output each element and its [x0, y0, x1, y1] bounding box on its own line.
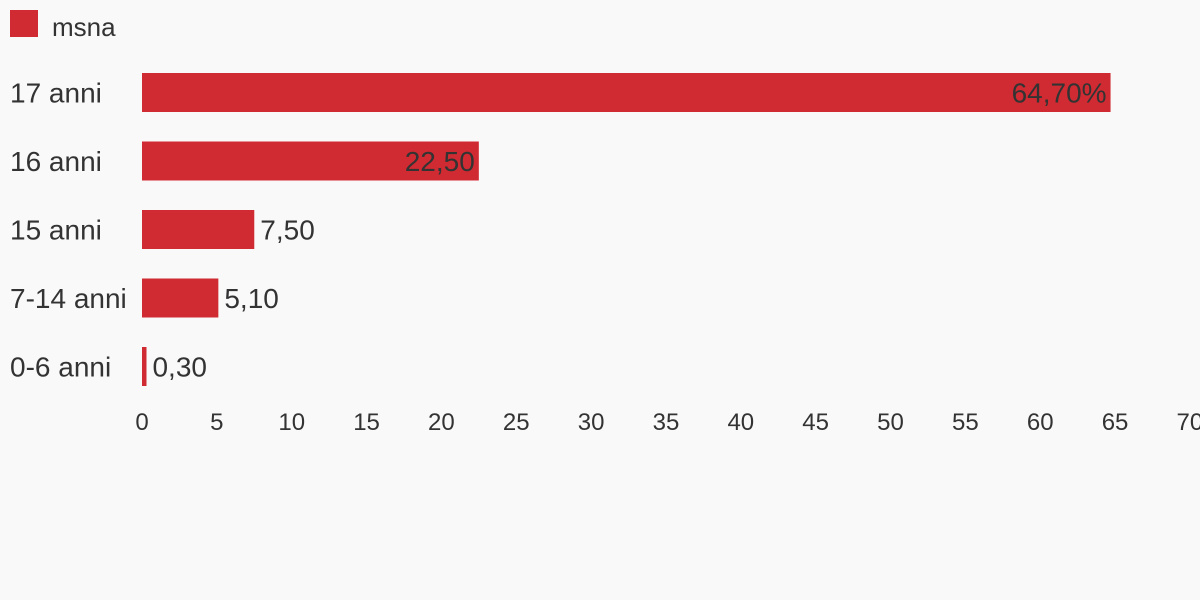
x-tick-label: 65	[1102, 409, 1129, 436]
x-tick-label: 20	[428, 409, 455, 436]
x-tick-label: 40	[727, 409, 754, 436]
category-labels: 17 anni 16 anni 15 anni 7-14 anni 0-6 anni	[10, 78, 127, 383]
bar-value-label: 0,30	[152, 352, 207, 383]
x-axis: 0 5 10 15 20 25 30 35 40 45 50 55 60 65 70	[135, 409, 1200, 436]
bar	[142, 210, 255, 249]
value-labels: 64,70% 22,50 7,50 5,10 0,30	[152, 78, 1106, 383]
x-tick-label: 10	[278, 409, 305, 436]
x-tick-label: 35	[653, 409, 680, 436]
x-tick-label: 15	[353, 409, 380, 436]
bar	[142, 141, 479, 181]
category-label: 7-14 anni	[10, 283, 127, 314]
x-tick-label: 30	[578, 409, 605, 436]
bar-value-label: 22,50	[405, 146, 475, 177]
bar	[142, 73, 1111, 112]
x-tick-label: 55	[952, 409, 979, 436]
x-tick-label: 45	[802, 409, 829, 436]
legend: msna	[10, 10, 116, 42]
x-tick-label: 70	[1177, 409, 1200, 436]
x-tick-label: 60	[1027, 409, 1054, 436]
bars	[142, 73, 1111, 386]
x-tick-label: 5	[210, 409, 223, 436]
category-label: 15 anni	[10, 215, 102, 246]
legend-label-msna: msna	[52, 12, 116, 42]
category-label: 0-6 anni	[10, 352, 111, 383]
x-tick-label: 25	[503, 409, 530, 436]
category-label: 16 anni	[10, 146, 102, 177]
bar	[142, 347, 147, 386]
legend-swatch-msna	[10, 10, 38, 37]
bar	[142, 278, 219, 318]
x-tick-label: 0	[135, 409, 148, 436]
bar-value-label: 7,50	[260, 215, 315, 246]
bar-value-label: 5,10	[224, 283, 278, 314]
category-label: 17 anni	[10, 78, 102, 109]
bar-value-label: 64,70%	[1012, 78, 1107, 109]
x-tick-label: 50	[877, 409, 904, 436]
